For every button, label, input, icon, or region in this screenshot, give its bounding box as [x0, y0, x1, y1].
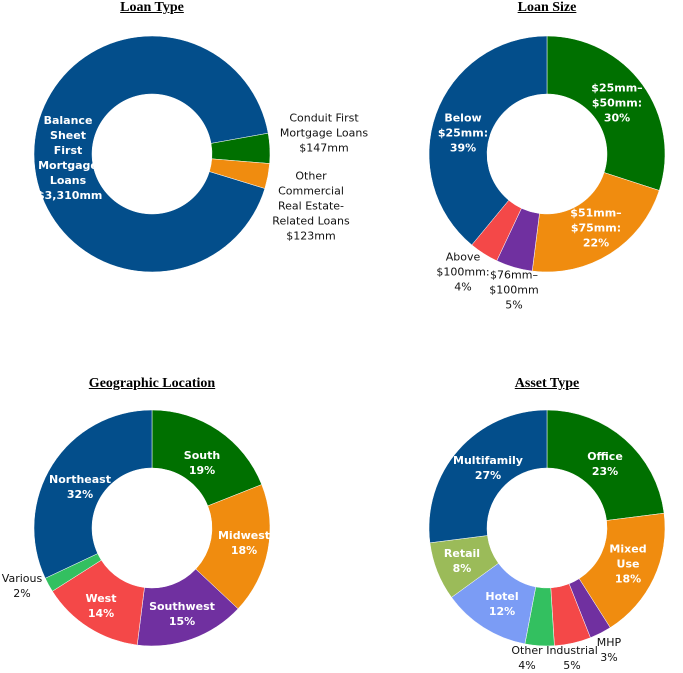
- slice-value: 15%: [168, 615, 196, 628]
- slice-name: Office: [587, 450, 623, 463]
- slice-label: Midwest 18%: [209, 528, 279, 558]
- slice-name: Retail: [443, 547, 481, 560]
- donut-slice: [428, 409, 548, 544]
- slice-value: 23%: [591, 465, 619, 478]
- slice-value: 14%: [87, 607, 115, 620]
- slice-name: Midwest: [217, 529, 271, 542]
- slice-name: West: [85, 592, 117, 605]
- donut-slice: [209, 158, 270, 189]
- slice-label: $76mm–$100mm 5%: [484, 268, 544, 313]
- chart-title: Geographic Location: [88, 376, 216, 391]
- donut-slice: [546, 409, 665, 521]
- slice-name: Industrial: [546, 644, 598, 657]
- chart-title: Asset Type: [514, 376, 580, 391]
- slice-name: Other: [511, 644, 543, 657]
- slice-name: Various: [1, 572, 43, 585]
- slice-label: South 19%: [167, 448, 237, 478]
- slice-name: Below $25mm:: [437, 111, 489, 140]
- slice-name: $25mm–$50mm:: [591, 81, 643, 110]
- slice-label: Hotel 12%: [472, 589, 532, 619]
- slice-value: 39%: [449, 141, 477, 155]
- slice-value: 3%: [600, 651, 618, 664]
- slice-value: 12%: [488, 605, 516, 618]
- slice-label: Various 2%: [0, 571, 47, 601]
- slice-value: 4%: [518, 659, 536, 672]
- slice-name: South: [183, 449, 221, 462]
- slice-label: Retail 8%: [437, 546, 487, 576]
- slice-value: 18%: [230, 544, 258, 557]
- slice-label: West 14%: [66, 591, 136, 621]
- slice-label: Mixed Use 18%: [603, 542, 653, 587]
- donut-slice: [428, 35, 548, 246]
- slice-value: 5%: [505, 298, 523, 312]
- slice-value: 4%: [454, 280, 472, 294]
- chart-title: Loan Type: [120, 0, 184, 15]
- slice-value: 32%: [66, 488, 94, 501]
- slice-value: 18%: [614, 572, 642, 586]
- slice-name: Conduit First Mortgage Loans: [279, 111, 369, 140]
- slice-label: MHP 3%: [589, 635, 629, 665]
- donut-slice: [531, 172, 660, 273]
- slice-name: $51mm–$75mm:: [570, 206, 622, 235]
- slice-label: Balance Sheet First Mortgage Loans $3,310…: [37, 113, 103, 203]
- slice-label: Other Commercial Real Estate-Related Loa…: [265, 169, 357, 244]
- slice-name: Hotel: [485, 590, 519, 603]
- donut-slice: [546, 35, 666, 191]
- slice-value: 19%: [188, 464, 216, 477]
- slice-label: Multifamily 27%: [453, 453, 523, 483]
- slice-label: Below $25mm: 39%: [435, 111, 491, 156]
- slice-label: Office 23%: [570, 449, 640, 479]
- donut-slice: [33, 35, 269, 273]
- slice-value: 30%: [603, 111, 631, 125]
- slice-label: Northeast 32%: [45, 472, 115, 502]
- slice-value: 8%: [452, 562, 472, 575]
- slice-name: Southwest: [149, 600, 215, 613]
- donut-slice: [33, 409, 153, 579]
- slice-label: Industrial 5%: [542, 643, 602, 673]
- slice-value: $123mm: [286, 229, 336, 243]
- slice-name: Multifamily: [453, 454, 523, 467]
- slice-name: Above $100mm:: [436, 250, 490, 279]
- chart-title: Loan Size: [517, 0, 577, 15]
- slice-name: $76mm–$100mm: [489, 268, 539, 297]
- slice-name: Northeast: [49, 473, 111, 486]
- slice-label: Conduit First Mortgage Loans $147mm: [278, 111, 370, 156]
- slice-label: $25mm–$50mm: 30%: [587, 81, 647, 126]
- slice-value: $147mm: [299, 141, 349, 155]
- slice-name: MHP: [596, 636, 622, 649]
- slice-value: 27%: [474, 469, 502, 482]
- slice-value: 2%: [13, 587, 31, 600]
- slice-value: 5%: [563, 659, 581, 672]
- slice-value: $3,310mm: [37, 189, 103, 202]
- slice-value: 22%: [582, 236, 610, 250]
- slice-name: Other Commercial Real Estate-Related Loa…: [272, 169, 350, 228]
- slice-label: Other 4%: [507, 643, 547, 673]
- slice-label: Southwest 15%: [147, 599, 217, 629]
- slice-name: Mixed Use: [609, 542, 647, 571]
- slice-label: $51mm–$75mm: 22%: [566, 206, 626, 251]
- slice-name: Balance Sheet First Mortgage Loans: [38, 114, 98, 187]
- slice-label: Above $100mm: 4%: [435, 250, 491, 295]
